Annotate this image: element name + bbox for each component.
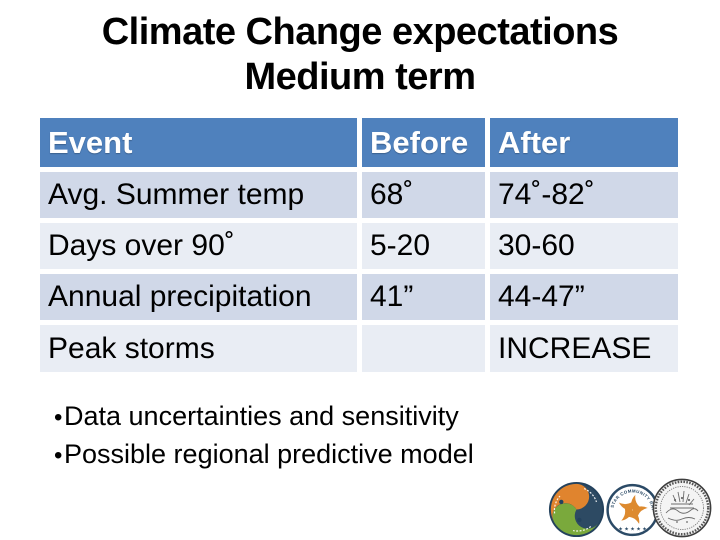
bullet-item: • Possible regional predictive model (40, 436, 680, 474)
bullet-marker: • (54, 404, 63, 431)
tri-swirl-sustainability-logo-icon (548, 481, 605, 538)
table-cell-after: INCREASE (490, 325, 678, 372)
climate-expectations-table: Event Before After Avg. Summer temp 68˚ … (40, 118, 678, 372)
bullet-text: Data uncertainties and sensitivity (64, 401, 459, 431)
table-header-after: After (490, 118, 678, 167)
table-header-event: Event (40, 118, 357, 167)
table-cell-after: 30-60 (490, 223, 678, 269)
table-cell-after: 74˚-82˚ (490, 172, 678, 218)
bullet-list: • Data uncertainties and sensitivity • P… (40, 398, 680, 474)
bullet-text: Possible regional predictive model (64, 439, 474, 469)
table-header-before: Before (362, 118, 485, 167)
table-cell-event: Annual precipitation (40, 274, 357, 320)
table-cell-after: 44-47” (490, 274, 678, 320)
bullet-marker: • (54, 442, 63, 469)
table-cell-event: Days over 90˚ (40, 223, 357, 269)
slide-title: Climate Change expectations Medium term (20, 10, 700, 100)
bullet-item: • Data uncertainties and sensitivity (40, 398, 680, 436)
table-cell-before: 5-20 (362, 223, 485, 269)
seal-stars: ★ ★ ★ ★ ★ (618, 526, 647, 532)
table-cell-before: 41” (362, 274, 485, 320)
slide-title-line2: Medium term (244, 56, 476, 98)
star-community-rating-seal-icon: STAR COMMUNITY RATING ★ ★ ★ ★ ★ (606, 482, 659, 537)
table-cell-before: 68˚ (362, 172, 485, 218)
table-cell-event: Peak storms (40, 325, 357, 372)
slide-title-line1: Climate Change expectations (101, 11, 619, 53)
table-cell-before (362, 325, 485, 372)
engraved-municipal-seal-icon (652, 478, 712, 538)
table-cell-event: Avg. Summer temp (40, 172, 357, 218)
